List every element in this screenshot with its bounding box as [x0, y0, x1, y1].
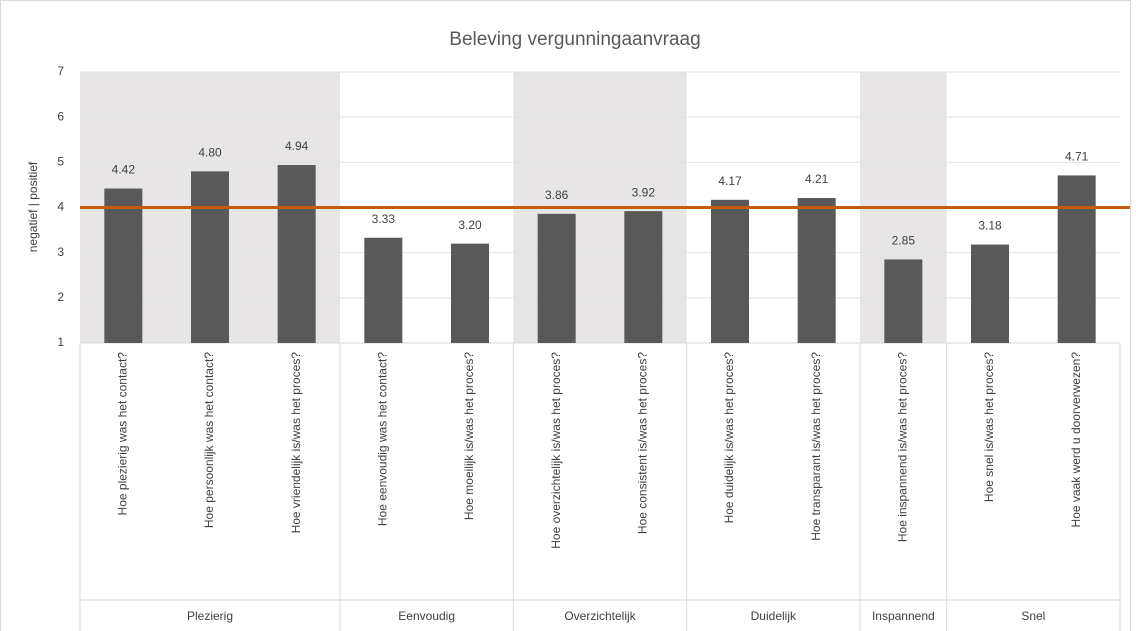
x-tick-label: Hoe transparant is/was het proces?: [809, 352, 823, 541]
group-label: Snel: [1021, 609, 1045, 623]
y-axis-label: negatief | positief: [26, 161, 40, 252]
value-label: 3.33: [372, 212, 396, 226]
x-tick-label: Hoe eenvoudig was het contact?: [376, 352, 390, 526]
bar: [1057, 175, 1096, 343]
x-tick-label: Hoe vriendelijk is/was het proces?: [289, 352, 303, 534]
group-label: Plezierig: [187, 609, 233, 623]
bar: [364, 237, 403, 343]
x-tick-label: Hoe duidelijk is/was het proces?: [722, 352, 736, 524]
value-label: 4.21: [805, 172, 829, 186]
x-tick-label: Hoe vaak werd u doorverwezen?: [1069, 352, 1083, 528]
value-label: 3.18: [978, 219, 1002, 233]
value-label: 4.17: [718, 174, 742, 188]
group-label: Inspannend: [872, 609, 935, 623]
y-tick-label: 6: [57, 109, 64, 123]
chart-title: Beleving vergunningaanvraag: [449, 29, 700, 50]
x-tick-label: Hoe overzichtelijk is/was het proces?: [549, 352, 563, 549]
x-tick-label: Hoe inspannend is/was het proces?: [896, 352, 910, 542]
bar: [191, 171, 229, 343]
y-tick-label: 3: [57, 245, 64, 259]
group-label: Overzichtelijk: [564, 609, 636, 623]
bar: [624, 211, 663, 343]
x-tick-label: Hoe snel is/was het proces?: [982, 352, 996, 502]
bar: [884, 259, 923, 343]
group-label: Duidelijk: [751, 609, 797, 623]
y-tick-label: 4: [57, 200, 64, 214]
value-label: 3.86: [545, 188, 569, 202]
value-label: 4.71: [1065, 150, 1089, 164]
x-tick-label: Hoe moeilijk is/was het proces?: [462, 352, 476, 520]
bar: [277, 165, 316, 343]
value-label: 3.92: [632, 185, 656, 199]
group-label: Eenvoudig: [398, 609, 455, 623]
bar: [971, 244, 1009, 343]
y-tick-label: 5: [57, 155, 64, 169]
value-label: 4.80: [198, 146, 222, 160]
bar: [797, 198, 836, 343]
bar: [537, 213, 576, 343]
bar: [451, 243, 489, 343]
y-tick-label: 2: [57, 290, 64, 304]
y-tick-label: 1: [57, 335, 64, 349]
bar: [104, 188, 143, 343]
x-tick-label: Hoe consistent is/was het proces?: [636, 352, 650, 534]
x-tick-label: Hoe plezierig was het contact?: [116, 352, 130, 516]
value-label: 3.20: [458, 218, 482, 232]
y-tick-label: 7: [57, 64, 64, 78]
value-label: 4.94: [285, 139, 309, 153]
bar: [711, 199, 749, 343]
value-label: 4.42: [112, 163, 136, 177]
x-tick-label: Hoe persoonlijk was het contact?: [202, 352, 216, 528]
value-label: 2.85: [892, 234, 916, 248]
